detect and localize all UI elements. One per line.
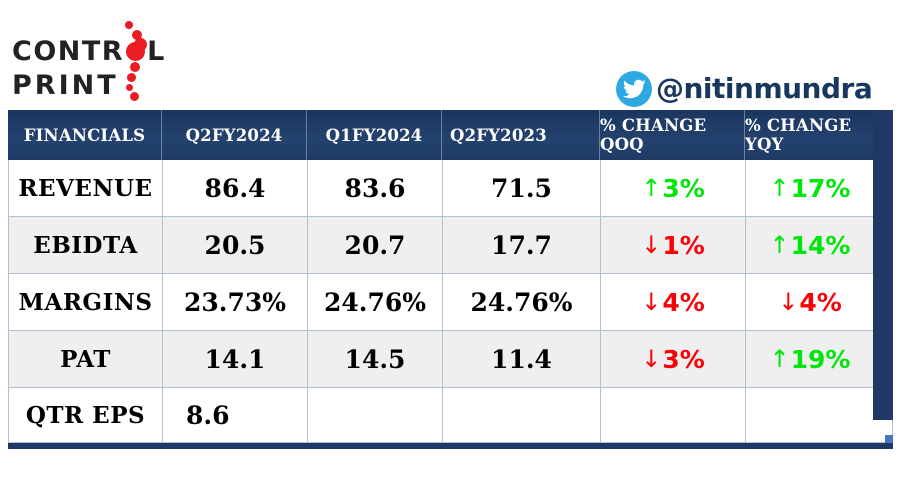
change-qoq-cell: ↑ 3% bbox=[641, 174, 705, 203]
header-q2fy2024: Q2FY2024 bbox=[162, 110, 307, 160]
logo-text-line2: PRINT bbox=[12, 70, 119, 101]
value-cell: 24.76% bbox=[470, 287, 573, 317]
value-cell: 14.5 bbox=[344, 344, 406, 374]
header-q2fy2023: Q2FY2023 bbox=[442, 110, 600, 160]
change-yqy-cell: ↑ 14% bbox=[770, 231, 851, 260]
financials-table: FINANCIALS Q2FY2024 Q1FY2024 Q2FY2023 % … bbox=[8, 110, 893, 449]
header-change-yqy: % CHANGE YQY bbox=[745, 116, 852, 154]
table-row-qtr-eps: QTR EPS 8.6 bbox=[8, 388, 893, 443]
table-row-ebidta: EBIDTA 20.5 20.7 17.7 ↓ 1% ↑ 14% bbox=[8, 217, 893, 274]
value-cell: 8.6 bbox=[186, 400, 230, 430]
twitter-attribution[interactable]: @nitinmundra bbox=[616, 71, 873, 107]
logo-dot bbox=[132, 30, 142, 40]
down-arrow-icon: ↓ bbox=[641, 288, 662, 316]
up-arrow-icon: ↑ bbox=[769, 174, 790, 202]
row-label: QTR EPS bbox=[25, 401, 146, 429]
change-value: 19% bbox=[790, 344, 851, 374]
header-q1fy2024: Q1FY2024 bbox=[307, 110, 442, 160]
change-qoq-cell: ↓ 1% bbox=[641, 231, 705, 260]
row-label: REVENUE bbox=[18, 174, 153, 202]
row-label: MARGINS bbox=[18, 288, 153, 316]
change-qoq-cell: ↓ 3% bbox=[641, 345, 705, 374]
change-value: 4% bbox=[662, 287, 705, 317]
up-arrow-icon: ↑ bbox=[769, 231, 790, 259]
change-yqy-cell: ↑ 17% bbox=[770, 174, 851, 203]
change-value: 14% bbox=[790, 230, 851, 260]
logo-dot bbox=[130, 92, 139, 101]
value-cell: 83.6 bbox=[344, 173, 406, 203]
logo-dot bbox=[134, 38, 147, 51]
value-cell: 71.5 bbox=[491, 173, 552, 203]
change-yqy-cell: ↑ 19% bbox=[770, 345, 851, 374]
table-corner-notch bbox=[885, 435, 893, 443]
logo-dot bbox=[130, 62, 140, 72]
twitter-handle-text[interactable]: @nitinmundra bbox=[656, 72, 873, 105]
header-change-qoq: % CHANGE QOQ bbox=[600, 110, 745, 160]
twitter-bird-icon bbox=[616, 71, 652, 107]
table-right-accent-bar bbox=[873, 110, 893, 420]
change-value: 3% bbox=[662, 344, 705, 374]
change-value: 4% bbox=[799, 287, 842, 317]
logo-dot bbox=[127, 73, 136, 82]
value-cell: 17.7 bbox=[491, 230, 552, 260]
table-row-pat: PAT 14.1 14.5 11.4 ↓ 3% ↑ 19% bbox=[8, 331, 893, 388]
logo-dot bbox=[126, 84, 133, 91]
value-cell: 14.1 bbox=[204, 344, 266, 374]
value-cell: 24.76% bbox=[323, 287, 427, 317]
row-label: PAT bbox=[60, 345, 111, 373]
down-arrow-icon: ↓ bbox=[641, 345, 662, 373]
value-cell: 11.4 bbox=[491, 344, 552, 374]
table-row-revenue: REVENUE 86.4 83.6 71.5 ↑ 3% ↑ 17% bbox=[8, 160, 893, 217]
value-cell: 86.4 bbox=[204, 173, 266, 203]
logo-text-line1: CONTR L bbox=[12, 38, 192, 65]
logo-text-contr: CONTR bbox=[12, 36, 125, 67]
table-row-margins: MARGINS 23.73% 24.76% 24.76% ↓ 4% ↓ 4% bbox=[8, 274, 893, 331]
table-bottom-accent-bar bbox=[8, 443, 893, 449]
logo-dot bbox=[125, 21, 133, 29]
up-arrow-icon: ↑ bbox=[769, 345, 790, 373]
value-cell: 20.5 bbox=[204, 230, 266, 260]
down-arrow-icon: ↓ bbox=[641, 231, 662, 259]
header-financials: FINANCIALS bbox=[8, 110, 162, 160]
change-value: 17% bbox=[790, 173, 851, 203]
change-qoq-cell: ↓ 4% bbox=[641, 288, 705, 317]
table-header-row: FINANCIALS Q2FY2024 Q1FY2024 Q2FY2023 % … bbox=[8, 110, 893, 160]
change-value: 3% bbox=[662, 173, 705, 203]
change-value: 1% bbox=[662, 230, 705, 260]
value-cell: 23.73% bbox=[183, 287, 287, 317]
change-yqy-cell: ↓ 4% bbox=[778, 288, 842, 317]
row-label: EBIDTA bbox=[33, 231, 138, 259]
down-arrow-icon: ↓ bbox=[778, 288, 799, 316]
value-cell: 20.7 bbox=[344, 230, 406, 260]
logo-text-l: L bbox=[147, 36, 166, 67]
control-print-logo: CONTR L PRINT bbox=[12, 14, 192, 108]
up-arrow-icon: ↑ bbox=[641, 174, 662, 202]
